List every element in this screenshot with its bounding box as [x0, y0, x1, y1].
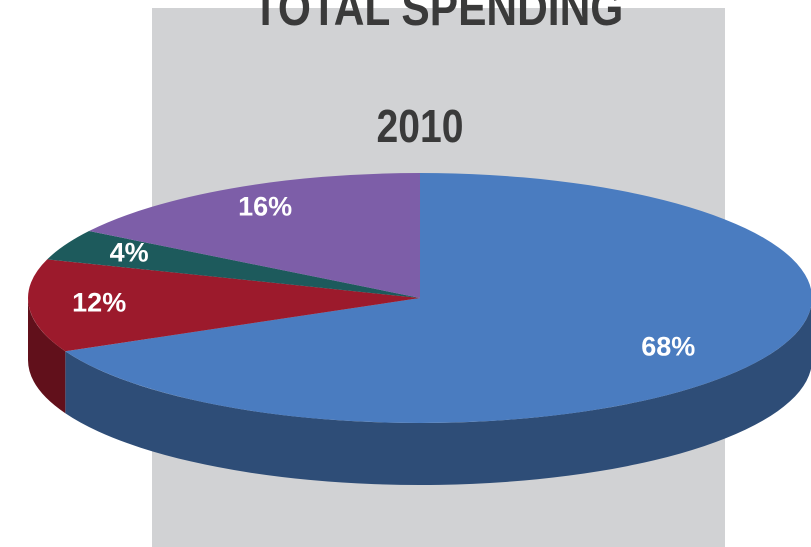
- data-label: 12%: [72, 288, 126, 318]
- slice-side: [27, 298, 66, 414]
- slice: [65, 173, 811, 423]
- data-label: 16%: [238, 191, 292, 221]
- chart-subtitle: 2010: [377, 101, 464, 153]
- slice: [47, 231, 420, 298]
- slice-side: [65, 306, 811, 485]
- data-label: 68%: [641, 331, 695, 361]
- chart-title: TOTAL SPENDING: [253, 0, 624, 36]
- pie: 68% 12% 4% 16%: [27, 173, 811, 485]
- slice: [89, 173, 421, 298]
- slice: [27, 259, 421, 352]
- data-label: 4%: [110, 237, 149, 267]
